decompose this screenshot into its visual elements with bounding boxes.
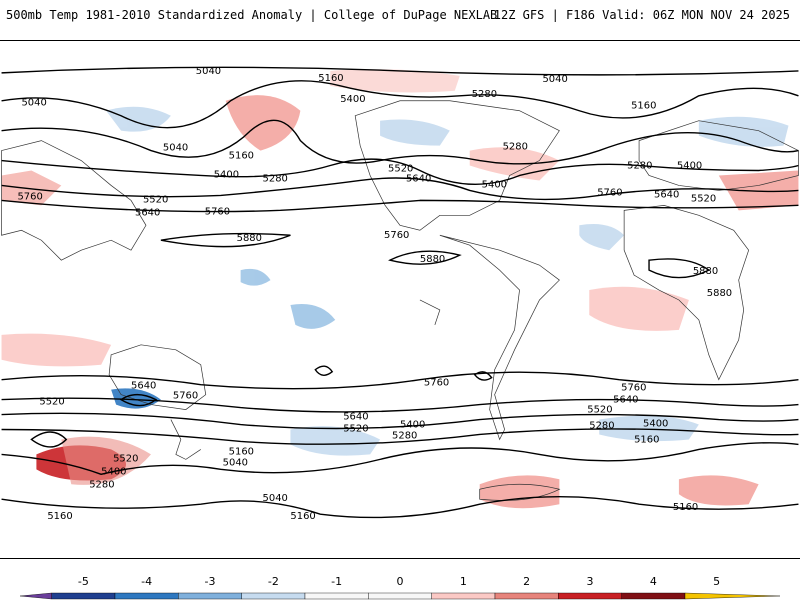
contour-label: 5640 (613, 395, 638, 406)
colorbar-ticks: -5 -4 -3 -2 -1 0 1 2 3 4 5 (78, 575, 720, 588)
anomaly-map: 5040 5160 5040 5040 5400 5280 5160 5040 … (0, 40, 800, 559)
contour-label: 5040 (196, 66, 221, 77)
colorbar-min-arrow (19, 592, 52, 600)
contour-label: 5280 (263, 173, 288, 184)
contour-label: 5520 (343, 423, 368, 434)
contour-label: 5160 (229, 151, 254, 162)
colorbar-segment (304, 592, 369, 600)
contour-label: 5160 (47, 511, 72, 522)
contour-label: 5040 (21, 98, 46, 109)
contour-label: 5760 (173, 391, 198, 402)
colorbar-tick-label: -2 (268, 575, 279, 588)
contour-label: 5400 (340, 94, 365, 105)
colorbar-segment (114, 592, 179, 600)
contour-label: 5040 (263, 493, 288, 504)
contour-label: 5400 (677, 161, 702, 172)
anomaly-shading (1, 69, 799, 509)
contour-label: 5640 (135, 207, 160, 218)
contour-labels: 5040 5160 5040 5040 5400 5280 5160 5040 … (17, 66, 732, 522)
contour-label: 5280 (392, 430, 417, 441)
contour-label: 5880 (420, 254, 445, 265)
contour-label: 5520 (587, 405, 612, 416)
colorbar-segment (494, 592, 559, 600)
contour-label: 5640 (406, 173, 431, 184)
contour-label: 5280 (589, 421, 614, 432)
contour-label: 5520 (388, 163, 413, 174)
contour-label: 5520 (113, 453, 138, 464)
contour-label: 5160 (673, 502, 698, 513)
colorbar-segment (51, 592, 116, 600)
model-run-info: 12Z GFS | F186 Valid: 06Z MON NOV 24 202… (493, 8, 790, 22)
map-title: 500mb Temp 1981-2010 Standardized Anomal… (6, 8, 498, 22)
contour-label: 5880 (707, 288, 732, 299)
contour-label: 5280 (503, 142, 528, 153)
colorbar-segment (178, 592, 242, 600)
colorbar-segment (241, 592, 306, 600)
contour-label: 5520 (691, 193, 716, 204)
contour-label: 5280 (472, 89, 497, 100)
colorbar-blocks (19, 592, 781, 600)
colorbar-tick-label: -4 (141, 575, 152, 588)
colorbar: -5 -4 -3 -2 -1 0 1 2 3 4 5 (19, 575, 781, 600)
colorbar-tick-label: 0 (397, 575, 404, 588)
colorbar-max-arrow (684, 592, 781, 600)
colorbar-tick-label: 4 (650, 575, 657, 588)
contour-label: 5400 (643, 419, 668, 430)
contour-label: 5160 (318, 73, 343, 84)
height-contours (1, 66, 799, 519)
contour-label: 5160 (631, 101, 656, 112)
colorbar-tick-label: -3 (205, 575, 216, 588)
contour-label: 5400 (482, 179, 507, 190)
contour-label: 5040 (163, 143, 188, 154)
contour-label: 5640 (343, 412, 368, 423)
colorbar-tick-label: -1 (331, 575, 342, 588)
contour-label: 5400 (400, 420, 425, 431)
contour-label: 5760 (597, 187, 622, 198)
contour-label: 5040 (223, 457, 248, 468)
colorbar-tick-label: 1 (460, 575, 467, 588)
contour-label: 5160 (634, 434, 659, 445)
contour-label: 5280 (89, 479, 114, 490)
colorbar-segment (431, 592, 496, 600)
contour-label: 5760 (17, 191, 42, 202)
contour-label: 5760 (384, 230, 409, 241)
contour-label: 5400 (101, 466, 126, 477)
contour-label: 5760 (424, 378, 449, 389)
contour-label: 5880 (237, 233, 262, 244)
contour-label: 5760 (205, 206, 230, 217)
colorbar-tick-label: -5 (78, 575, 89, 588)
contour-label: 5040 (542, 74, 567, 85)
colorbar-tick-label: 3 (587, 575, 594, 588)
colorbar-tick-label: 2 (523, 575, 530, 588)
contour-label: 5760 (621, 383, 646, 394)
colorbar-segment (558, 592, 622, 600)
contour-label: 5640 (131, 381, 156, 392)
contour-label: 5160 (290, 511, 315, 522)
contour-label: 5520 (39, 397, 64, 408)
contour-label: 5880 (693, 266, 718, 277)
contour-label: 5400 (214, 169, 239, 180)
contour-label: 5280 (627, 161, 652, 172)
colorbar-tick-label: 5 (713, 575, 720, 588)
contour-label: 5640 (654, 189, 679, 200)
contour-label: 5520 (143, 194, 168, 205)
contour-label: 5160 (229, 446, 254, 457)
colorbar-segment (368, 592, 432, 600)
colorbar-segment (621, 592, 686, 600)
